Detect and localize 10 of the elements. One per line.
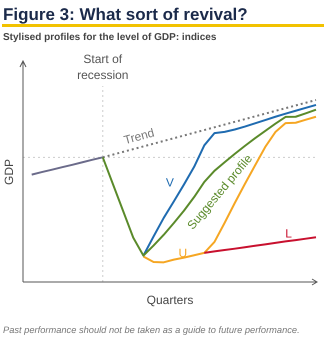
text: Trend	[122, 126, 156, 148]
x-axis-title: Quarters	[146, 293, 194, 307]
series-label: L	[285, 226, 292, 241]
series-label: U	[178, 246, 188, 260]
series-label: V	[166, 176, 174, 190]
y-axis-title: GDP	[2, 158, 16, 186]
chart-title: Figure 3: What sort of revival?	[3, 5, 248, 24]
text: Past performance should not be taken as a guide to future performance.	[3, 325, 300, 335]
text: Start of recession	[77, 52, 128, 82]
chart-subtitle: Stylised profiles for the level of GDP: indices	[3, 32, 217, 43]
